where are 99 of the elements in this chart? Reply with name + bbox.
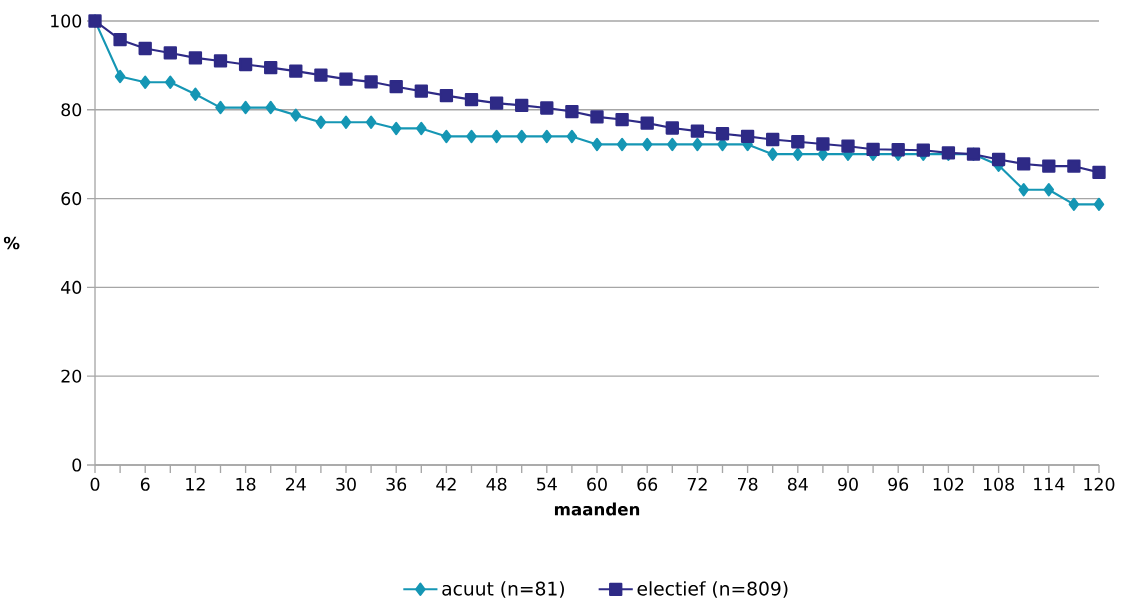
point [315, 115, 327, 129]
point [667, 137, 678, 152]
x-tick-label: 114 [1034, 477, 1065, 491]
point [565, 104, 579, 119]
point [866, 142, 880, 156]
point [340, 115, 352, 129]
point [916, 143, 930, 157]
x-tick-label: 12 [186, 477, 205, 491]
point [740, 129, 755, 144]
x-tick-label: 42 [436, 477, 456, 491]
point [1068, 197, 1080, 212]
point [114, 69, 126, 84]
point [390, 121, 402, 136]
x-tick-label: 72 [687, 477, 707, 491]
point [516, 129, 527, 144]
point [215, 100, 226, 115]
point [489, 96, 504, 110]
point [1067, 159, 1081, 173]
y-axis-title: % [3, 236, 20, 250]
point [240, 100, 251, 115]
x-tick-label: 108 [983, 477, 1014, 491]
point [441, 129, 452, 144]
x-tick-label: 96 [888, 477, 909, 491]
x-tick-label: 90 [838, 477, 858, 491]
x-tick-label: 24 [286, 477, 306, 491]
x-tick-label: 30 [336, 477, 356, 491]
x-tick-label: 78 [738, 477, 758, 491]
point [290, 108, 302, 122]
point [891, 143, 905, 157]
point [1017, 157, 1031, 171]
point [190, 87, 201, 101]
point [566, 129, 578, 144]
point [1043, 183, 1055, 197]
y-tick-label: 80 [61, 103, 82, 117]
point [767, 147, 778, 161]
point [314, 68, 328, 82]
point [466, 129, 477, 144]
x-tick-label: 66 [637, 477, 658, 491]
legend-label: electief (n=809) [637, 581, 788, 598]
point [515, 98, 529, 113]
point [389, 80, 403, 94]
point [665, 121, 679, 135]
point [491, 129, 502, 144]
point [265, 100, 276, 115]
point [213, 54, 228, 68]
point [841, 139, 855, 153]
point [640, 116, 654, 130]
point [414, 84, 428, 98]
point [641, 137, 653, 152]
y-tick-label: 0 [72, 458, 82, 472]
point [1093, 197, 1105, 212]
point [238, 57, 253, 72]
point [163, 46, 177, 60]
point [339, 72, 353, 86]
point [590, 110, 604, 124]
x-tick-label: 84 [787, 477, 808, 491]
point [715, 127, 730, 141]
x-tick-label: 120 [1084, 477, 1115, 491]
point [165, 75, 176, 89]
x-tick-label: 36 [386, 477, 407, 491]
point [615, 112, 629, 127]
point [791, 135, 805, 149]
point [138, 41, 152, 56]
point [113, 32, 127, 47]
y-tick-label: 40 [61, 280, 82, 294]
point [792, 147, 804, 161]
x-tick-label: 18 [236, 477, 256, 491]
point [1018, 183, 1029, 197]
point [991, 152, 1006, 167]
x-tick-label: 48 [486, 477, 507, 491]
y-tick-label: 60 [61, 192, 82, 206]
legend-label: acuut (n=81) [442, 581, 564, 598]
point [439, 88, 454, 103]
y-tick-label: 20 [61, 369, 82, 383]
point [766, 132, 780, 147]
point [540, 101, 554, 115]
x-tick-label: 6 [140, 477, 150, 491]
point [591, 137, 603, 152]
point [816, 137, 830, 151]
point [1092, 165, 1106, 180]
x-tick-label: 54 [537, 477, 557, 491]
point [464, 92, 479, 107]
point [364, 75, 378, 89]
point [416, 121, 427, 136]
x-tick-label: 102 [933, 477, 964, 491]
point [289, 64, 303, 78]
point [365, 115, 377, 129]
x-tick-label: 0 [90, 477, 100, 491]
point [692, 137, 703, 152]
point [541, 129, 553, 144]
y-tick-label: 100 [51, 14, 82, 28]
x-axis-title: maanden [554, 502, 640, 516]
point [264, 60, 278, 75]
point [188, 51, 203, 65]
point [139, 75, 151, 89]
point [616, 137, 628, 152]
point [690, 124, 705, 138]
x-tick-label: 60 [587, 477, 607, 491]
point [1042, 159, 1056, 173]
